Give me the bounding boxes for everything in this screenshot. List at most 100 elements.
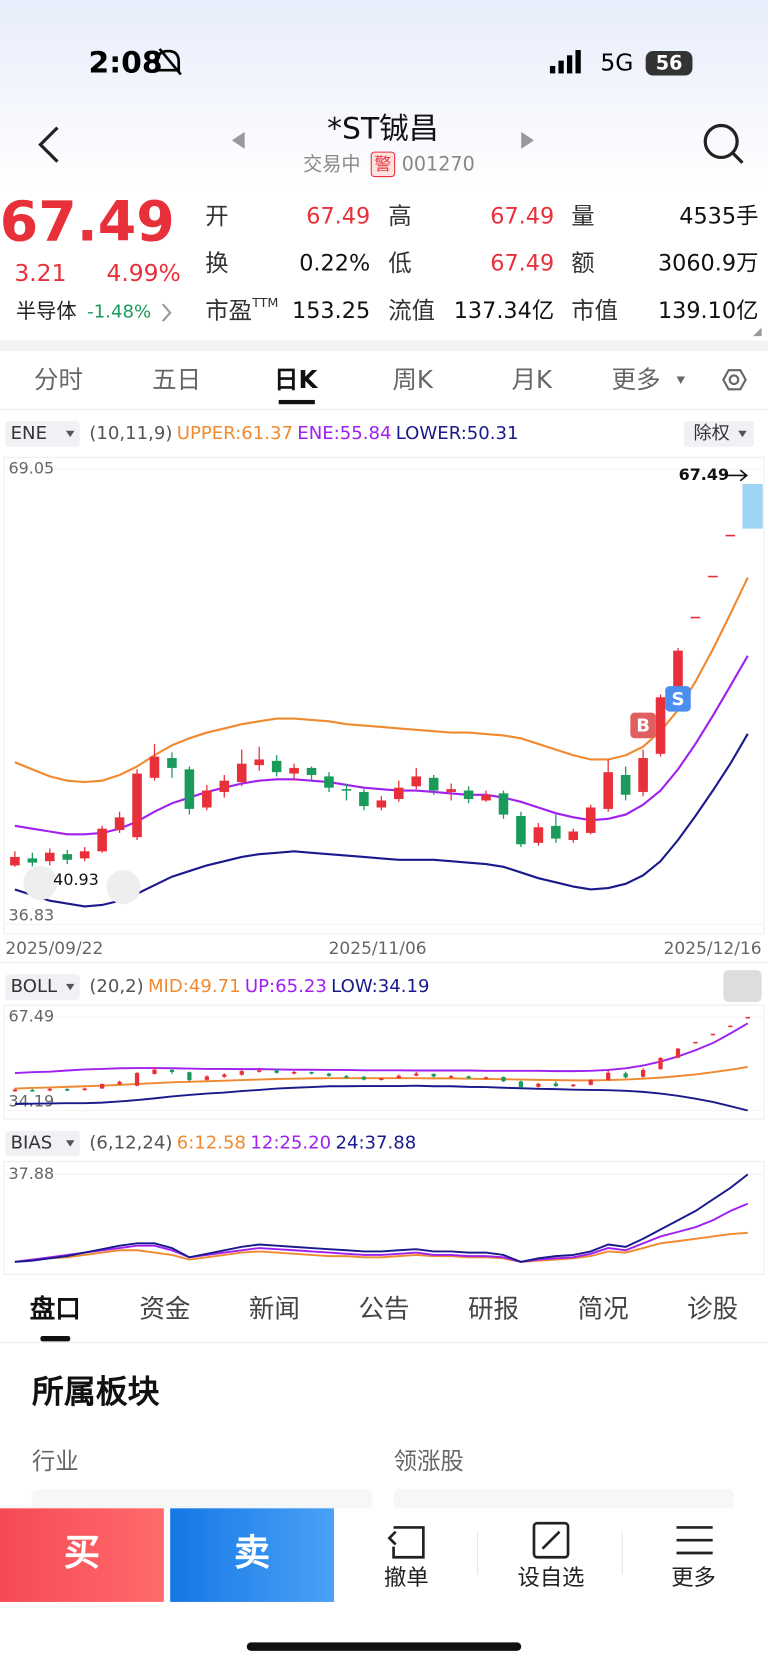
candle-body <box>498 793 509 815</box>
field-label: 换 <box>205 248 228 276</box>
candle-body <box>553 1083 558 1087</box>
candle-body <box>588 1079 593 1085</box>
candle-body <box>675 1048 681 1058</box>
warn-badge <box>370 151 396 178</box>
candle-body <box>693 1041 698 1044</box>
legend-entry: UP:65.23 <box>245 976 327 997</box>
indicator-line <box>14 1231 748 1263</box>
field-label-text: 市值 <box>571 296 618 324</box>
collapse-button[interactable] <box>23 865 58 900</box>
last-price-arrow <box>725 469 748 482</box>
field-label-text: 换 <box>205 248 228 276</box>
candle-body <box>376 800 387 808</box>
candle-body <box>483 1077 489 1079</box>
indicator-legend: (10,11,9) UPPER:61.37 ENE:55.84 LOWER:50.31 <box>89 423 518 444</box>
detail-tab[interactable]: 公告 <box>358 1294 409 1324</box>
prev-stock[interactable] <box>231 131 245 149</box>
detail-tab[interactable]: 盘口 <box>30 1294 81 1324</box>
candle-body <box>344 1076 349 1078</box>
field-label: 流值 <box>388 296 435 324</box>
candle-body <box>536 1083 541 1087</box>
dropdown-arrow <box>65 983 75 991</box>
detail-tab[interactable]: 研报 <box>468 1294 519 1324</box>
indicator-select[interactable] <box>5 421 80 447</box>
x-tick-label: 2025/11/06 <box>329 939 427 959</box>
candle-body <box>361 1076 367 1080</box>
side-button[interactable] <box>723 970 762 1002</box>
indicator-line <box>14 1173 749 1263</box>
field-label-suffix: TTM <box>251 296 278 311</box>
cancel-icon[interactable] <box>387 1526 425 1559</box>
sector-arrow[interactable] <box>161 303 172 322</box>
field-label-text: 高 <box>388 201 411 229</box>
detail-tab[interactable]: 诊股 <box>687 1294 738 1324</box>
candle-body <box>62 854 73 860</box>
field-label-text: 市盈 <box>205 296 252 324</box>
field-label: 量 <box>571 201 594 229</box>
legend-entry: 24:37.88 <box>335 1132 416 1153</box>
buy-button[interactable] <box>0 1508 164 1602</box>
candle-body <box>606 1072 611 1081</box>
next-stock[interactable] <box>521 131 534 149</box>
detail-tab[interactable]: 简况 <box>578 1294 629 1324</box>
period-tab[interactable]: 月K <box>512 365 553 394</box>
period-tab[interactable]: 周K <box>392 365 433 394</box>
candle-body <box>481 794 491 801</box>
candle-body <box>274 1070 279 1073</box>
field-label: 低 <box>388 248 411 276</box>
sector-change: -1.48% <box>87 302 151 323</box>
clock: 2:08 <box>88 45 162 80</box>
sell-button[interactable] <box>170 1508 335 1602</box>
separator <box>0 340 768 352</box>
candle-body <box>271 760 282 773</box>
field-label-text: 额 <box>571 248 594 276</box>
candle-body <box>291 1071 297 1074</box>
period-tabs: 分时 五日 日K 周K 月K 更多 <box>34 365 686 405</box>
candle-body <box>169 1069 175 1072</box>
more-icon[interactable] <box>676 1526 713 1555</box>
card <box>31 1489 373 1511</box>
candle-body <box>45 852 55 862</box>
field-label: 高 <box>388 201 411 229</box>
candle-body <box>708 575 718 578</box>
zoom-button[interactable] <box>106 870 141 905</box>
field-label: 市盈TTM <box>205 296 278 325</box>
low-label: 40.93 <box>53 870 99 889</box>
sector[interactable]: 半导体 <box>16 299 77 323</box>
indicator-name: ENE <box>11 423 47 444</box>
adjust-select[interactable] <box>683 421 755 447</box>
indicator-select[interactable] <box>5 1130 80 1157</box>
legend-entry: ENE:55.84 <box>297 423 391 444</box>
action-label[interactable]: 撤单 <box>384 1565 429 1591</box>
dropdown-arrow <box>65 430 75 438</box>
home-indicator <box>246 1642 522 1651</box>
back-button[interactable] <box>38 126 59 163</box>
panel-frame <box>3 1161 765 1275</box>
indicator-legend: (20,2) MID:49.71 UP:65.23 LOW:34.19 <box>89 976 429 997</box>
action-label[interactable]: 更多 <box>671 1565 716 1591</box>
period-tab[interactable]: 日K <box>274 365 318 394</box>
candle-body <box>204 1076 209 1080</box>
search-button[interactable] <box>703 123 744 164</box>
detail-tab[interactable]: 资金 <box>139 1294 190 1324</box>
detail-tab[interactable]: 新闻 <box>249 1294 300 1324</box>
field-value: 67.49 <box>306 203 370 229</box>
field-label-text: 量 <box>571 201 594 229</box>
candle-body <box>326 1073 332 1076</box>
boll-panel: BOLL (20,2) MID:49.71 UP:65.23 LOW:34.19 34.1… <box>3 970 765 1120</box>
period-tab[interactable]: 分时 <box>34 365 83 394</box>
action-label[interactable]: 设自选 <box>518 1565 585 1591</box>
last-price-tag: 67.49 <box>679 465 729 484</box>
candle-body <box>551 825 561 839</box>
candle-body <box>65 1089 70 1091</box>
candle-body <box>359 791 369 807</box>
watch-icon[interactable] <box>532 1521 570 1559</box>
period-tab[interactable]: 五日 <box>152 365 201 394</box>
column-label: 行业 <box>32 1447 79 1475</box>
field-value: 67.49 <box>490 250 554 276</box>
indicator-select[interactable] <box>5 974 80 1000</box>
settings-icon[interactable] <box>722 369 747 391</box>
tab-indicator <box>278 399 315 405</box>
kline-panel: ENE (10,11,9) UPPER:61.37 ENE:55.84 LOWER:50… <box>0 421 768 964</box>
period-tab[interactable]: 更多 <box>612 365 661 394</box>
